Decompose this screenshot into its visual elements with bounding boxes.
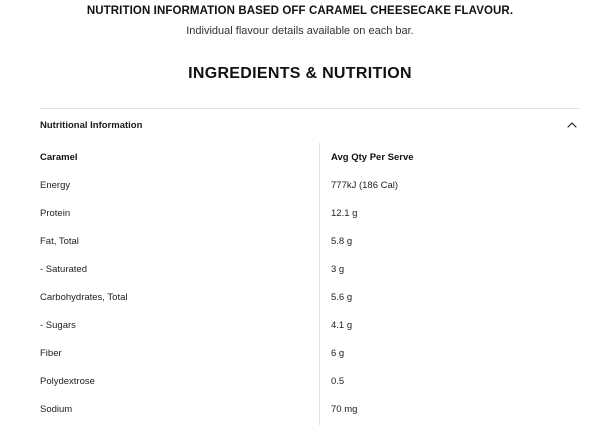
- row-value: 6 g: [331, 348, 345, 359]
- accordion-divider: [40, 108, 580, 109]
- row-label: Polydextrose: [40, 376, 95, 387]
- table-row: Fiber 6 g: [40, 339, 580, 367]
- column-header-avg-qty: Avg Qty Per Serve: [331, 152, 414, 163]
- row-value: 70 mg: [331, 404, 358, 415]
- row-label: Protein: [40, 208, 71, 219]
- table-row: Sodium 70 mg: [40, 395, 580, 423]
- nutritional-information-accordion-toggle[interactable]: Nutritional Information: [40, 116, 580, 136]
- table-row: Carbohydrates, Total 5.6 g: [40, 283, 580, 311]
- table-row: - Saturated 3 g: [40, 255, 580, 283]
- table-row: Fat, Total 5.8 g: [40, 227, 580, 255]
- row-label: Energy: [40, 180, 71, 191]
- table-column-divider: [319, 143, 320, 425]
- row-label: - Saturated: [40, 264, 87, 275]
- nutrition-table: Caramel Avg Qty Per Serve Energy 777kJ (…: [40, 143, 580, 423]
- row-value: 12.1 g: [331, 208, 358, 219]
- row-label: - Sugars: [40, 320, 76, 331]
- row-label: Sodium: [40, 404, 73, 415]
- row-value: 5.8 g: [331, 236, 353, 247]
- row-label: Fat, Total: [40, 236, 79, 247]
- table-row: Energy 777kJ (186 Cal): [40, 171, 580, 199]
- row-value: 0.5: [331, 376, 345, 387]
- section-title: INGREDIENTS & NUTRITION: [188, 65, 412, 82]
- table-row: Polydextrose 0.5: [40, 367, 580, 395]
- table-row: - Sugars 4.1 g: [40, 311, 580, 339]
- flavour-notice-heading: NUTRITION INFORMATION BASED OFF CARAMEL …: [86, 5, 514, 17]
- row-value: 5.6 g: [331, 292, 353, 303]
- row-label: Carbohydrates, Total: [40, 292, 128, 303]
- row-value: 777kJ (186 Cal): [331, 180, 399, 191]
- flavour-notice-subtext: Individual flavour details available on …: [186, 25, 414, 37]
- table-row: Protein 12.1 g: [40, 199, 580, 227]
- row-label: Fiber: [40, 348, 62, 359]
- table-header-row: Caramel Avg Qty Per Serve: [40, 143, 580, 171]
- row-value: 4.1 g: [331, 320, 353, 331]
- row-value: 3 g: [331, 264, 345, 275]
- chevron-up-icon[interactable]: [566, 120, 578, 130]
- column-header-flavour: Caramel: [40, 152, 78, 163]
- accordion-title: Nutritional Information: [40, 120, 143, 131]
